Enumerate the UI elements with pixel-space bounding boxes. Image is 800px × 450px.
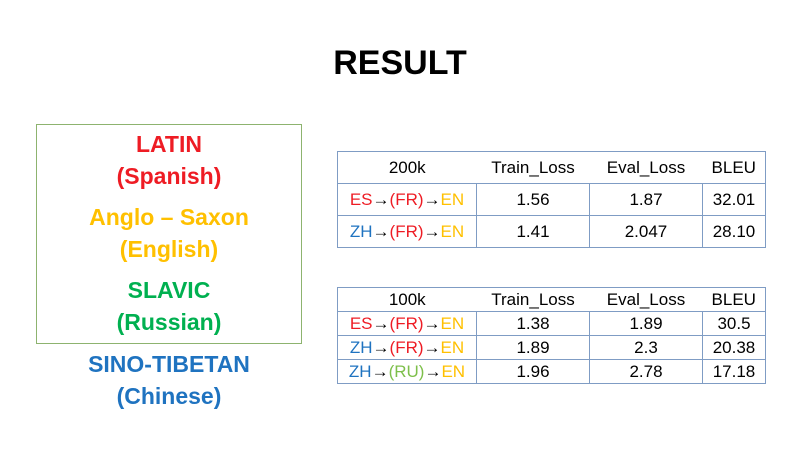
table-header-cell: Train_Loss <box>476 287 590 312</box>
language-name: (Chinese) <box>116 383 222 409</box>
route-language-code: (FR) <box>389 337 424 357</box>
route-language-code: ZH <box>349 221 373 241</box>
route-cell: ZH→(FR)→EN <box>337 335 477 360</box>
route-language-code: EN <box>440 337 465 357</box>
bleu-cell: 20.38 <box>702 335 766 360</box>
route-language-code: ZH <box>349 337 373 357</box>
arrow-icon: → <box>423 189 441 209</box>
route-language-code: (RU) <box>388 361 425 381</box>
language-families-box <box>36 124 302 344</box>
table-header-cell: 200k <box>337 151 477 184</box>
route-language-code: EN <box>440 189 465 209</box>
arrow-icon: → <box>423 221 441 241</box>
eval-loss-cell: 2.78 <box>589 359 703 384</box>
route-language-code: (FR) <box>389 313 424 333</box>
table-header-cell: Eval_Loss <box>589 151 703 184</box>
language-family-name: SLAVIC <box>127 277 211 303</box>
table-header-cell: BLEU <box>702 287 766 312</box>
route-language-code: EN <box>441 361 466 381</box>
results-table-200k: 200k Train_Loss Eval_Loss BLEU ES→(FR)→E… <box>337 151 766 248</box>
route-cell: ES→(FR)→EN <box>337 183 477 216</box>
route-cell: ES→(FR)→EN <box>337 311 477 336</box>
arrow-icon: → <box>423 337 441 357</box>
language-name: (English) <box>119 236 219 262</box>
arrow-icon: → <box>371 361 389 381</box>
results-table-100k: 100k Train_Loss Eval_Loss BLEU ES→(FR)→E… <box>337 287 766 384</box>
route-language-code: ES <box>349 313 373 333</box>
route-language-code: (FR) <box>389 221 424 241</box>
arrow-icon: → <box>372 189 390 209</box>
route-language-code: EN <box>440 313 465 333</box>
eval-loss-cell: 1.89 <box>589 311 703 336</box>
table-row: ZH→(FR)→EN 1.89 2.3 20.38 <box>337 335 766 360</box>
arrow-icon: → <box>372 337 390 357</box>
route-cell: ZH→(RU)→EN <box>337 359 477 384</box>
table-header-cell: 100k <box>337 287 477 312</box>
language-anglo-saxon: Anglo – Saxon (English) <box>36 201 302 265</box>
eval-loss-cell: 1.87 <box>589 183 703 216</box>
table-header-row: 200k Train_Loss Eval_Loss BLEU <box>337 151 766 184</box>
language-name: (Spanish) <box>116 163 222 189</box>
table-row: ES→(FR)→EN 1.56 1.87 32.01 <box>337 183 766 216</box>
route-language-code: EN <box>440 221 465 241</box>
language-latin: LATIN (Spanish) <box>36 128 302 192</box>
bleu-cell: 28.10 <box>702 215 766 248</box>
train-loss-cell: 1.56 <box>476 183 590 216</box>
table-header-cell: BLEU <box>702 151 766 184</box>
page-title: RESULT <box>333 44 467 82</box>
table-header-cell: Train_Loss <box>476 151 590 184</box>
train-loss-cell: 1.89 <box>476 335 590 360</box>
bleu-cell: 30.5 <box>702 311 766 336</box>
train-loss-cell: 1.96 <box>476 359 590 384</box>
language-name: (Russian) <box>116 309 222 335</box>
language-family-name: Anglo – Saxon <box>89 204 249 230</box>
eval-loss-cell: 2.3 <box>589 335 703 360</box>
language-family-name: SINO-TIBETAN <box>88 351 250 377</box>
table-header-row: 100k Train_Loss Eval_Loss BLEU <box>337 287 766 312</box>
table-row: ZH→(RU)→EN 1.96 2.78 17.18 <box>337 359 766 384</box>
arrow-icon: → <box>423 313 441 333</box>
bleu-cell: 17.18 <box>702 359 766 384</box>
table-header-cell: Eval_Loss <box>589 287 703 312</box>
route-language-code: ZH <box>348 361 372 381</box>
language-sino-tibetan: SINO-TIBETAN (Chinese) <box>36 348 302 412</box>
train-loss-cell: 1.41 <box>476 215 590 248</box>
table-row: ZH→(FR)→EN 1.41 2.047 28.10 <box>337 215 766 248</box>
eval-loss-cell: 2.047 <box>589 215 703 248</box>
language-family-name: LATIN <box>135 131 202 157</box>
language-slavic: SLAVIC (Russian) <box>36 274 302 338</box>
route-language-code: ES <box>349 189 373 209</box>
train-loss-cell: 1.38 <box>476 311 590 336</box>
route-language-code: (FR) <box>389 189 424 209</box>
arrow-icon: → <box>372 313 390 333</box>
arrow-icon: → <box>372 221 390 241</box>
bleu-cell: 32.01 <box>702 183 766 216</box>
table-row: ES→(FR)→EN 1.38 1.89 30.5 <box>337 311 766 336</box>
arrow-icon: → <box>424 361 442 381</box>
route-cell: ZH→(FR)→EN <box>337 215 477 248</box>
